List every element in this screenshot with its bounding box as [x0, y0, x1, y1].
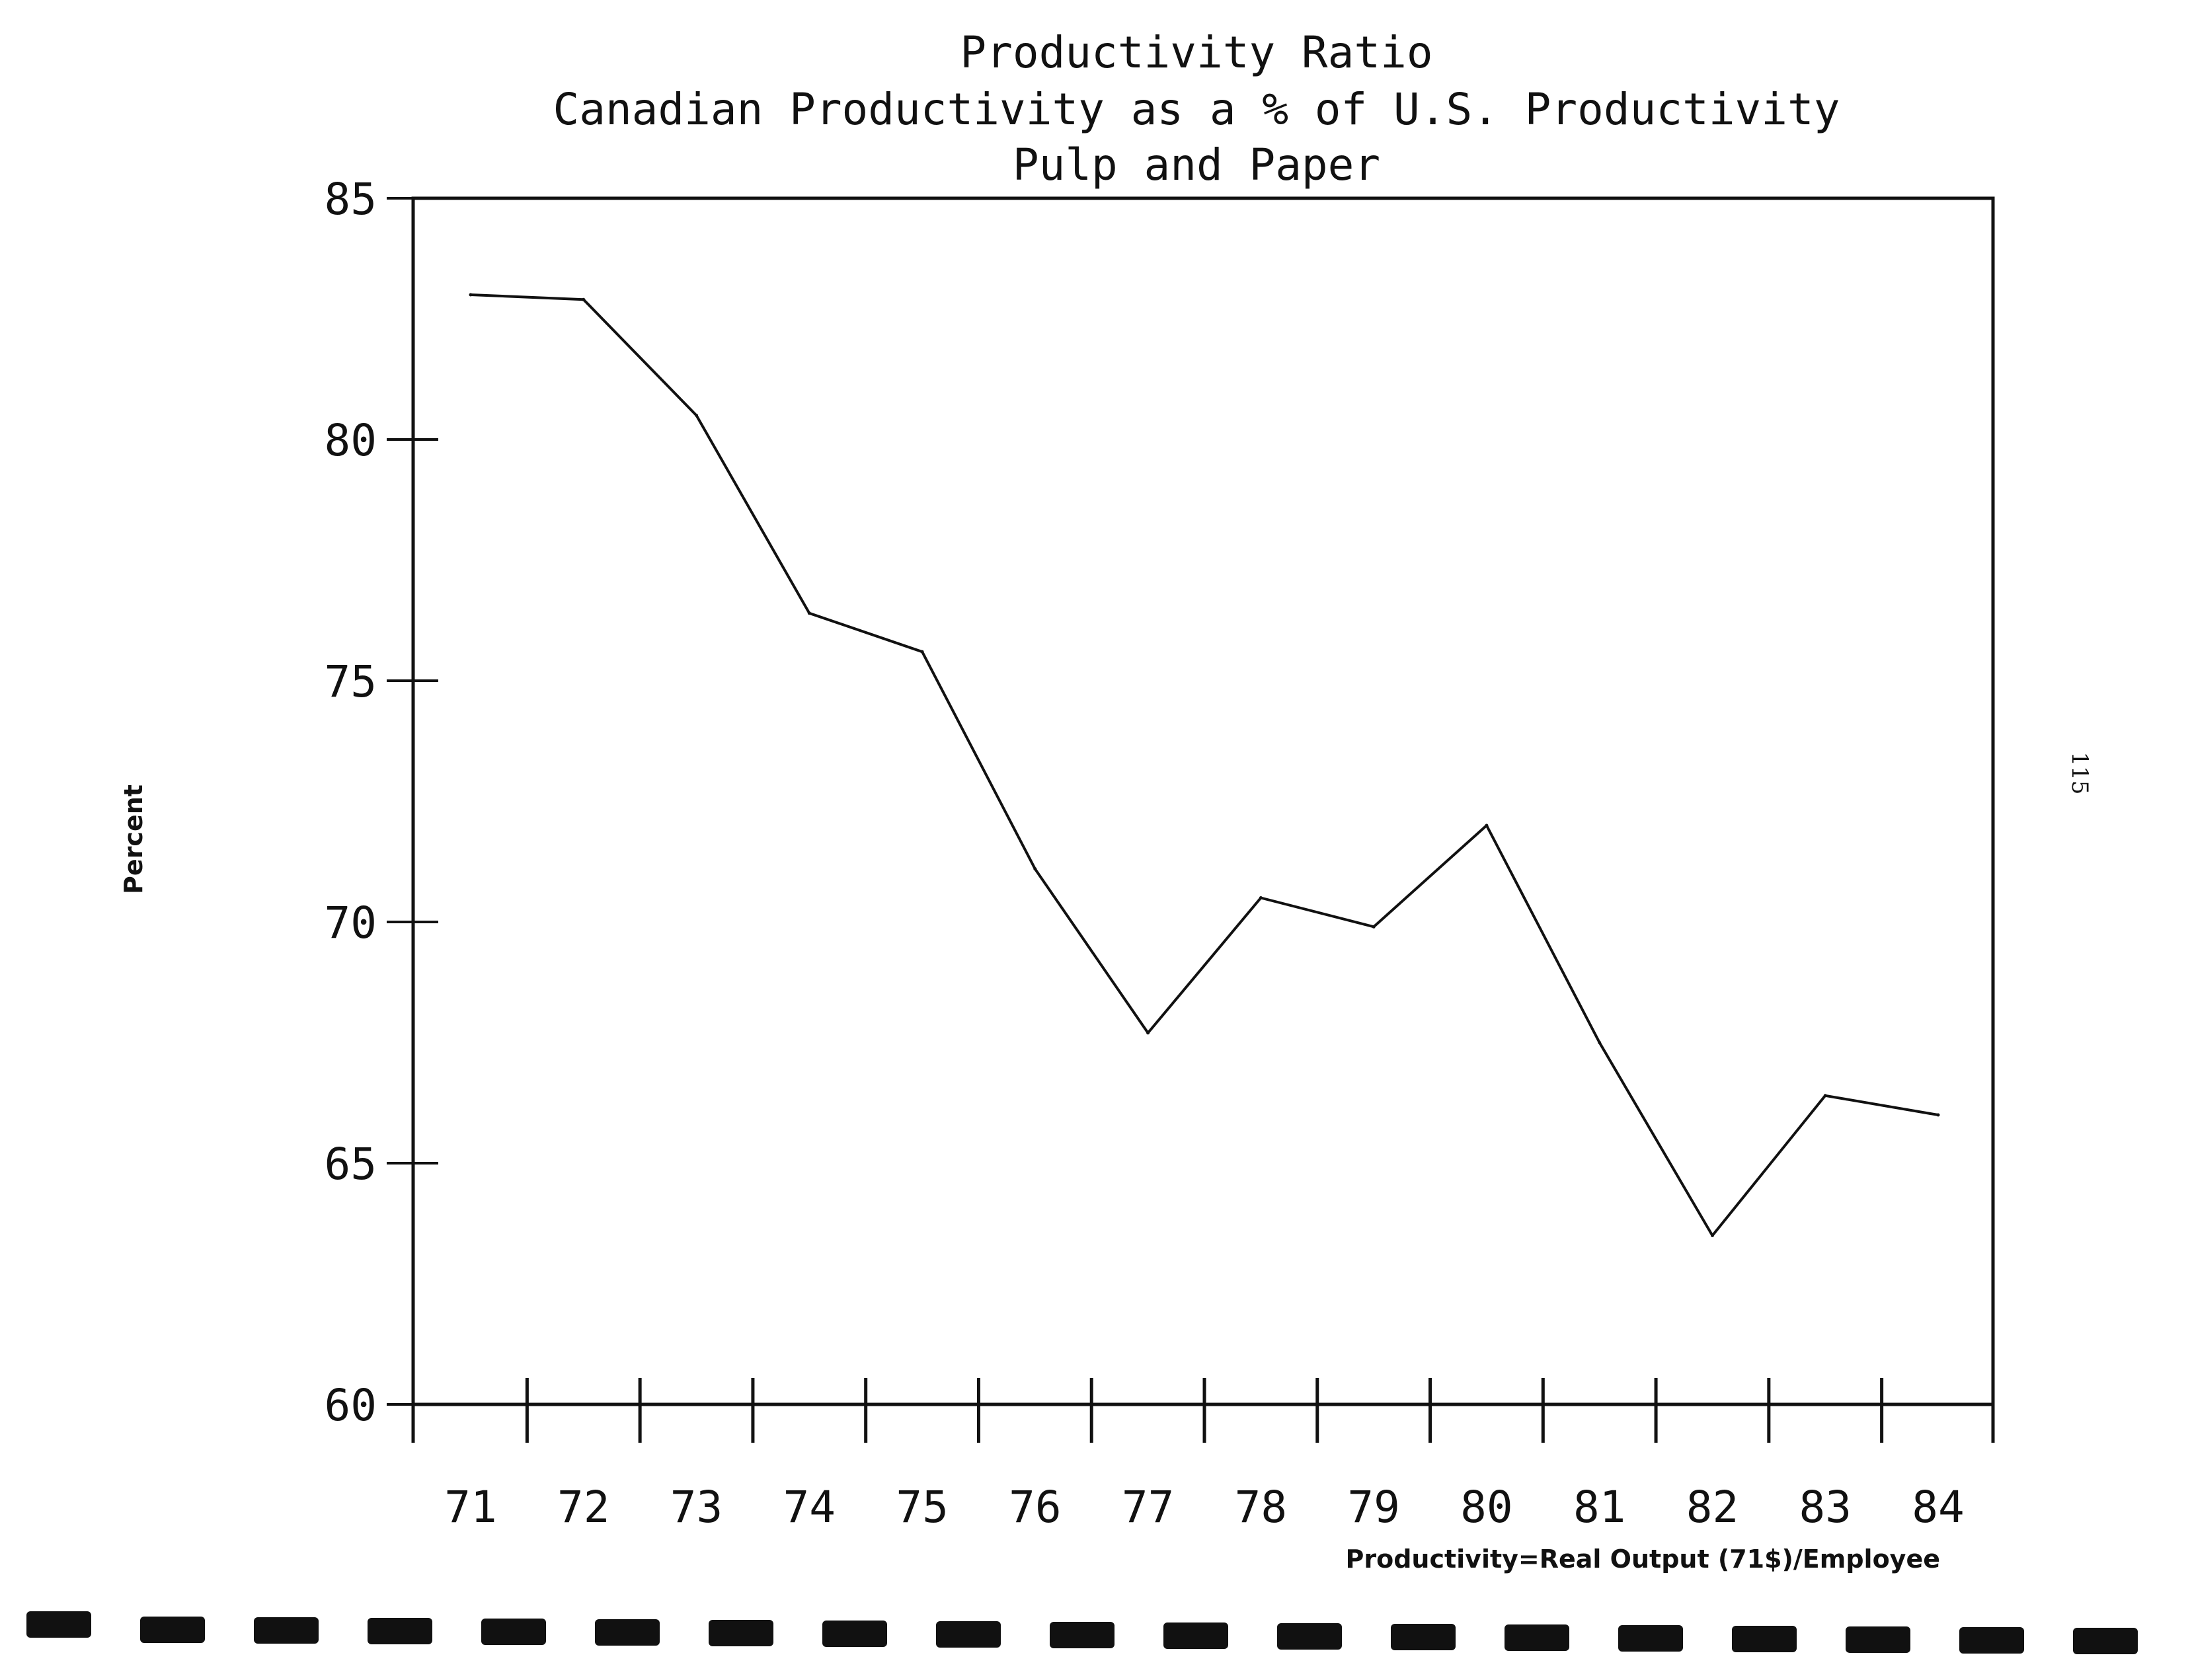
x-tick-label: 83: [1799, 1482, 1851, 1533]
dash-segment: [2073, 1628, 2138, 1654]
chart-titles: Productivity Ratio Canadian Productivity…: [553, 27, 1840, 190]
page-number: 115: [2066, 752, 2093, 795]
data-point: [1710, 1234, 1714, 1237]
dash-segment: [254, 1617, 319, 1644]
dash-segment: [709, 1620, 773, 1646]
bottom-dash-strip: [26, 1611, 2138, 1654]
y-tick-label: 70: [325, 897, 377, 948]
dash-segment: [1391, 1624, 1456, 1650]
data-point: [1823, 1094, 1827, 1098]
y-tick-label: 65: [325, 1139, 377, 1190]
data-point: [469, 293, 473, 297]
data-point: [1146, 1031, 1150, 1035]
y-tick-label: 75: [325, 656, 377, 707]
dash-segment: [1846, 1626, 1910, 1653]
data-point: [1372, 925, 1376, 929]
x-tick-label: 71: [444, 1482, 496, 1533]
dash-segment: [26, 1611, 91, 1638]
y-axis-label: Percent: [119, 784, 148, 894]
x-tick-label: 81: [1573, 1482, 1625, 1533]
x-tick-label: 84: [1912, 1482, 1964, 1533]
dash-segment: [1277, 1623, 1342, 1650]
x-tick-label: 77: [1122, 1482, 1174, 1533]
dash-segment: [140, 1617, 205, 1643]
x-tick-label: 73: [670, 1482, 723, 1533]
dash-segment: [1050, 1622, 1115, 1648]
chart-subtitle-2: Pulp and Paper: [1013, 139, 1380, 190]
x-axis: 71 72 73 74 75 76 77 78 79 80 81 82 83 84: [411, 1378, 1995, 1533]
plot-frame: [411, 196, 1995, 1406]
data-point: [695, 414, 699, 417]
data-point: [920, 650, 924, 654]
dash-segment: [822, 1621, 887, 1647]
x-tick-label: 78: [1235, 1482, 1287, 1533]
y-tick-label: 60: [325, 1380, 377, 1431]
data-point: [1485, 823, 1489, 827]
data-point: [1936, 1113, 1940, 1117]
series-line: [470, 293, 1939, 1237]
data-series: [469, 293, 1940, 1237]
data-point: [1598, 1041, 1602, 1044]
dash-segment: [368, 1618, 432, 1644]
x-tick-label: 74: [783, 1482, 836, 1533]
data-point: [1259, 896, 1263, 899]
x-tick-label: 82: [1686, 1482, 1739, 1533]
x-tick-label: 80: [1460, 1482, 1512, 1533]
y-tick-label: 85: [325, 174, 377, 225]
data-point: [582, 297, 586, 301]
dash-segment: [481, 1619, 546, 1645]
footnote: Productivity=Real Output (71$)/Employee: [1346, 1545, 1940, 1574]
dash-segment: [595, 1619, 660, 1646]
chart-title: Productivity Ratio: [960, 27, 1432, 78]
x-tick-label: 79: [1347, 1482, 1399, 1533]
data-point: [807, 611, 811, 615]
x-tick-label: 75: [896, 1482, 948, 1533]
y-tick-label: 80: [325, 415, 377, 466]
data-point: [1033, 867, 1037, 871]
x-tick-label: 76: [1009, 1482, 1061, 1533]
dash-segment: [1618, 1625, 1683, 1652]
dash-segment: [1959, 1627, 2024, 1654]
x-tick-label: 72: [557, 1482, 609, 1533]
y-axis: 60 65 70 75 80 85: [325, 174, 438, 1431]
chart-subtitle: Canadian Productivity as a % of U.S. Pro…: [553, 84, 1840, 135]
dash-segment: [936, 1621, 1001, 1648]
dash-segment: [1732, 1626, 1797, 1652]
dash-segment: [1505, 1624, 1569, 1651]
dash-segment: [1163, 1623, 1228, 1649]
